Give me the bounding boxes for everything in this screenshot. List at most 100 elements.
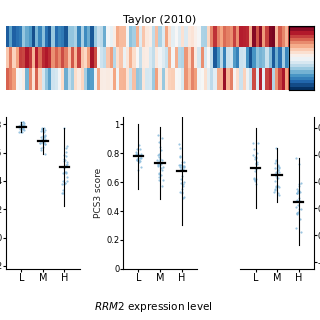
Point [276, 193, 282, 198]
Text: $\it{RRM2}$ expression level: $\it{RRM2}$ expression level [94, 300, 213, 314]
Point [274, 184, 279, 189]
Point [156, 152, 161, 157]
Point [254, 150, 259, 155]
Point [180, 196, 186, 201]
Point [64, 159, 69, 164]
Point [180, 181, 186, 187]
Point [133, 153, 139, 158]
Point [253, 160, 258, 165]
Point [181, 160, 186, 165]
Point [20, 129, 25, 134]
Point [251, 153, 256, 158]
Point [272, 187, 277, 192]
Point [160, 165, 165, 170]
Point [180, 173, 185, 179]
Point [17, 127, 22, 132]
Point [136, 168, 141, 173]
Point [134, 157, 140, 162]
Point [179, 165, 184, 170]
Point [39, 129, 44, 134]
Point [18, 121, 23, 126]
Point [294, 212, 299, 217]
Point [181, 180, 186, 185]
Point [156, 174, 161, 180]
Point [40, 136, 45, 141]
Point [134, 156, 140, 162]
Point [62, 180, 67, 185]
Point [179, 159, 184, 164]
Point [274, 158, 279, 163]
Point [63, 163, 68, 168]
Point [17, 124, 22, 129]
Point [298, 229, 303, 234]
Point [60, 170, 65, 175]
Point [295, 211, 300, 216]
Point [19, 119, 24, 124]
Point [137, 157, 142, 163]
Point [276, 163, 281, 168]
Point [61, 190, 66, 196]
Point [40, 138, 45, 143]
Point [276, 164, 281, 169]
Point [60, 181, 65, 186]
Point [40, 145, 45, 150]
Point [16, 124, 21, 129]
Point [274, 158, 279, 163]
Point [157, 162, 162, 167]
Point [138, 155, 143, 160]
Point [156, 163, 161, 168]
Point [20, 123, 25, 128]
Point [179, 191, 184, 196]
Point [157, 177, 162, 182]
Point [178, 154, 183, 159]
Point [251, 146, 256, 151]
Point [276, 166, 281, 171]
Point [295, 188, 300, 193]
Point [272, 166, 277, 171]
Point [139, 164, 144, 169]
Point [137, 159, 142, 164]
Point [20, 119, 26, 124]
Point [296, 203, 301, 208]
Point [38, 148, 44, 153]
Point [133, 150, 138, 155]
Point [254, 162, 259, 167]
Point [155, 158, 160, 163]
Point [298, 207, 303, 212]
Title: Taylor (2010): Taylor (2010) [124, 15, 196, 25]
Point [136, 159, 141, 164]
Point [39, 126, 44, 131]
Point [155, 161, 160, 166]
Point [297, 216, 302, 221]
Point [273, 185, 278, 190]
Point [252, 157, 257, 162]
Point [273, 173, 278, 178]
Point [178, 189, 183, 195]
Point [156, 132, 161, 137]
Point [63, 170, 68, 175]
Point [297, 181, 302, 187]
Point [180, 164, 185, 169]
Point [21, 126, 26, 131]
Point [252, 176, 257, 181]
Point [63, 145, 68, 150]
Point [295, 191, 300, 196]
Point [298, 190, 303, 195]
Point [272, 172, 277, 177]
Point [275, 184, 280, 189]
Point [274, 170, 279, 175]
Point [135, 151, 140, 156]
Point [159, 135, 164, 140]
Point [276, 169, 281, 174]
Point [294, 187, 299, 192]
Point [160, 177, 165, 182]
Point [293, 156, 299, 161]
Point [64, 161, 69, 166]
Point [178, 177, 183, 182]
Point [42, 142, 47, 147]
Point [160, 157, 165, 163]
Point [178, 163, 183, 168]
Point [38, 140, 43, 145]
Point [276, 191, 281, 196]
Point [62, 156, 67, 161]
